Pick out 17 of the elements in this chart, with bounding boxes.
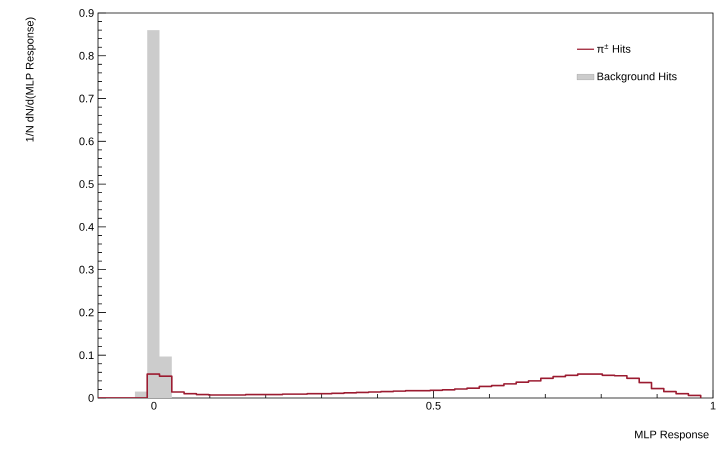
y-tick-label: 0.5 [79,180,94,188]
y-tick-label: 0.8 [79,52,94,60]
y-tick-label: 0.6 [79,137,94,146]
x-tick-label: 0 [151,402,157,410]
y-tick-label: 0 [88,394,94,402]
y-tick-label: 0.4 [79,223,94,231]
legend-label: Background Hits [598,72,677,82]
y-tick-label: 0.2 [79,308,94,316]
y-axis-title: 1/N dN/d(MLP Response) [26,18,36,142]
x-axis-title: MLP Response [635,430,709,441]
x-tick-label: 1 [710,402,716,410]
y-tick-label: 0.3 [79,266,94,274]
y-tick-label: 0.9 [79,9,94,17]
legend-label: π$^{±}$ Hits [597,44,630,53]
x-tick-label: 0.5 [426,402,441,410]
y-tick-label: 0.7 [79,94,94,102]
y-tick-label: 0.1 [79,351,94,360]
